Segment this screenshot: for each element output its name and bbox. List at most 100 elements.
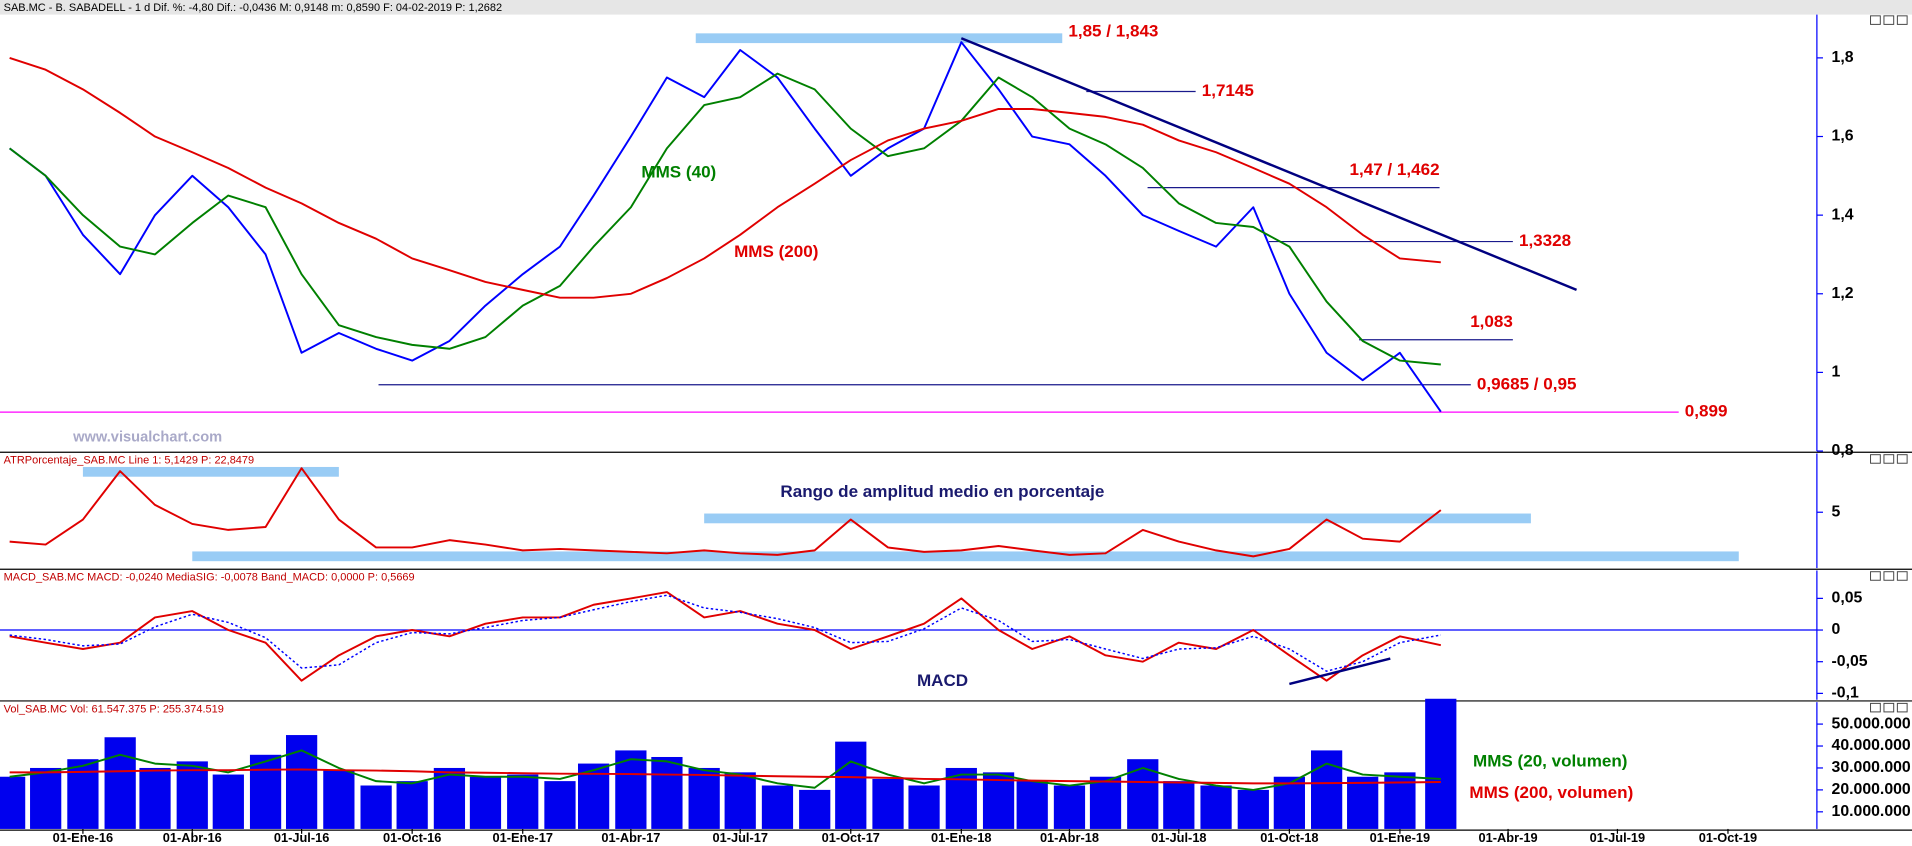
- volume-bar: [982, 772, 1015, 829]
- series-line: [9, 41, 1442, 413]
- window-button: [1883, 454, 1895, 464]
- y-tick-label: 40.000.000: [1832, 737, 1911, 754]
- y-tick-label: 10.000.000: [1832, 803, 1911, 820]
- series-label: MACD: [917, 671, 968, 690]
- y-tick-label: 1: [1832, 364, 1841, 381]
- volume-bar: [945, 767, 977, 829]
- volume-bar: [544, 781, 576, 829]
- y-tick-label: -0,1: [1832, 685, 1859, 702]
- panel-header: Vol_SAB.MC Vol: 61.547.375 P: 255.374.51…: [4, 703, 224, 715]
- window-button: [1883, 15, 1895, 25]
- series-line: [9, 72, 1441, 366]
- panel-header: MACD_SAB.MC MACD: -0,0240 MediaSIG: -0,0…: [4, 572, 415, 584]
- volume-bar: [104, 737, 136, 829]
- volume-bar: [1200, 785, 1232, 829]
- y-tick-label: 30.000.000: [1832, 759, 1911, 776]
- series-line: [9, 56, 1441, 299]
- volume-bar: [651, 756, 683, 829]
- series-line: [9, 768, 1441, 785]
- x-tick-label: 01-Ene-16: [53, 830, 113, 845]
- volume-bar: [1089, 776, 1122, 829]
- level-label: 0,899: [1685, 402, 1728, 421]
- x-tick-label: 01-Jul-19: [1590, 830, 1645, 845]
- volume-bar: [1127, 759, 1159, 829]
- y-tick-label: 1,8: [1832, 49, 1854, 66]
- window-button: [1896, 15, 1908, 25]
- volume-bar: [285, 735, 318, 829]
- x-tick-label: 01-Oct-19: [1699, 830, 1757, 845]
- volume-bar: [761, 785, 794, 829]
- volume-bar: [908, 785, 940, 829]
- volume-bar: [323, 770, 355, 829]
- x-tick-label: 01-Jul-17: [712, 830, 767, 845]
- volume-bar: [615, 750, 647, 829]
- y-tick-label: 50.000.000: [1832, 715, 1911, 732]
- volume-bar: [249, 754, 282, 829]
- x-tick-label: 01-Ene-18: [931, 830, 991, 845]
- volume-bar: [1310, 750, 1343, 829]
- y-tick-label: 0,8: [1832, 442, 1854, 459]
- volume-bar: [507, 774, 539, 829]
- watermark: www.visualchart.com: [72, 429, 222, 445]
- x-tick-label: 01-Ene-19: [1370, 830, 1430, 845]
- volume-bar: [835, 741, 867, 829]
- volume-bar: [67, 759, 99, 829]
- x-tick-label: 01-Jul-16: [274, 830, 329, 845]
- volume-bar: [1425, 698, 1457, 829]
- volume-bar: [799, 789, 831, 829]
- highlight-band: [695, 33, 1063, 44]
- x-tick-label: 01-Abr-18: [1040, 830, 1099, 845]
- series-label: MMS (20, volumen): [1473, 751, 1627, 770]
- window-button: [1870, 454, 1881, 464]
- header-bar: [0, 0, 1912, 15]
- trend-line: [1289, 657, 1391, 686]
- series-label: MMS (200): [734, 242, 818, 261]
- volume-bar: [176, 761, 208, 829]
- y-tick-label: 20.000.000: [1832, 781, 1911, 798]
- x-tick-label: 01-Oct-17: [822, 830, 880, 845]
- window-button: [1870, 702, 1881, 713]
- volume-bar: [469, 776, 502, 829]
- volume-bar: [1347, 776, 1379, 829]
- level-label: 1,083: [1470, 312, 1513, 331]
- y-tick-label: 1,2: [1832, 285, 1854, 302]
- window-button: [1870, 15, 1881, 25]
- trend-line: [960, 37, 1578, 291]
- volume-bar: [0, 776, 26, 829]
- volume-bar: [1016, 781, 1048, 829]
- level-label: 0,9685 / 0,95: [1477, 374, 1577, 393]
- x-tick-label: 01-Abr-19: [1479, 830, 1538, 845]
- volume-bar: [360, 785, 392, 829]
- series-line: [9, 467, 1442, 558]
- volume-bar: [724, 772, 756, 829]
- volume-bar: [433, 767, 466, 829]
- y-tick-label: 0: [1832, 621, 1841, 638]
- window-button: [1870, 571, 1881, 581]
- volume-bar: [212, 774, 244, 829]
- volume-bar: [396, 781, 428, 829]
- series-label: MMS (200, volumen): [1469, 783, 1633, 802]
- window-button: [1883, 702, 1895, 713]
- panel-header: ATRPorcentaje_SAB.MC Line 1: 5,1429 P: 2…: [4, 455, 254, 467]
- x-tick-label: 01-Ene-17: [492, 830, 552, 845]
- volume-bar: [688, 767, 720, 829]
- window-button: [1883, 571, 1895, 581]
- window-button: [1896, 571, 1908, 581]
- panel-header: SAB.MC - B. SABADELL - 1 d Dif. %: -4,80…: [4, 2, 502, 14]
- x-tick-label: 01-Oct-18: [1260, 830, 1318, 845]
- volume-bar: [30, 767, 62, 829]
- x-tick-label: 01-Abr-17: [601, 830, 660, 845]
- volume-bar: [1053, 785, 1086, 829]
- highlight-band: [704, 513, 1531, 524]
- level-label: 1,47 / 1,462: [1350, 160, 1440, 179]
- y-tick-label: 1,4: [1832, 206, 1854, 223]
- volume-bar: [1163, 781, 1195, 829]
- series-label: MMS (40): [641, 163, 716, 182]
- level-label: 1,3328: [1519, 231, 1571, 250]
- y-tick-label: 5: [1832, 503, 1841, 520]
- window-button: [1896, 454, 1908, 464]
- volume-bar: [872, 778, 904, 829]
- x-tick-label: 01-Oct-16: [383, 830, 441, 845]
